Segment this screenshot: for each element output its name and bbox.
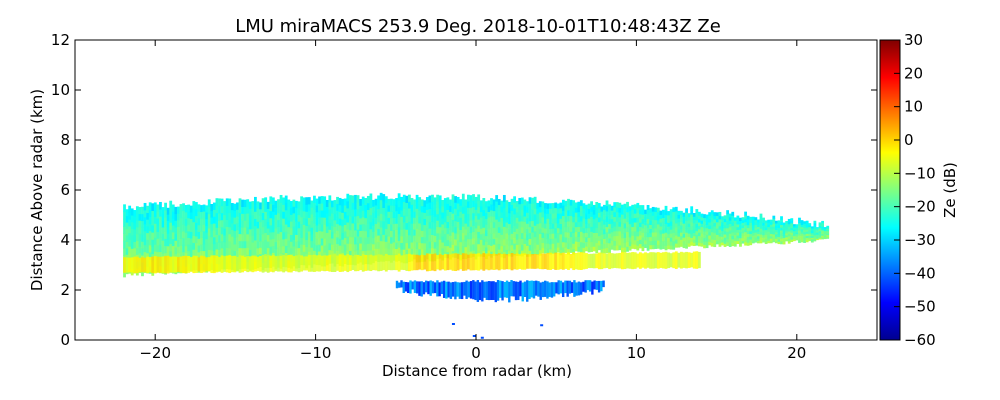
x-tick-label: 10 (627, 344, 646, 362)
radar-echo-field (123, 192, 830, 339)
y-tick-label: 4 (60, 231, 70, 249)
echo-lower-fringe (395, 280, 605, 303)
colorbar-tick-label: 0 (904, 131, 914, 149)
colorbar-tick-label: −40 (904, 264, 936, 282)
y-tick-label: 2 (60, 281, 70, 299)
echo-speck (480, 336, 484, 339)
colorbar-tick-label: −20 (904, 198, 936, 216)
y-axis: 0 2 4 6 8 10 12 (51, 31, 877, 349)
colorbar-tick-label: −30 (904, 231, 936, 249)
colorbar-tick-label: −60 (904, 331, 936, 349)
x-tick-label: 0 (471, 344, 481, 362)
x-tick-label: 20 (787, 344, 806, 362)
y-tick-label: 12 (51, 31, 70, 49)
echo-bright-core (123, 251, 701, 274)
colorbar-label: Ze (dB) (941, 162, 959, 218)
y-tick-label: 8 (60, 131, 70, 149)
echo-speck (451, 323, 455, 325)
x-tick-label: −20 (139, 344, 171, 362)
x-tick-label: −10 (300, 344, 332, 362)
colorbar-tick-label: 20 (904, 64, 923, 82)
x-axis-label: Distance from radar (km) (382, 362, 572, 380)
y-tick-label: 10 (51, 81, 70, 99)
y-axis-label: Distance Above radar (km) (28, 89, 46, 291)
colorbar-tick-label: 10 (904, 98, 923, 116)
echo-speck (472, 335, 476, 337)
colorbar-tick-label: −50 (904, 298, 936, 316)
y-tick-label: 6 (60, 181, 70, 199)
colorbar-tick-label: −10 (904, 164, 936, 182)
x-axis: −20 −10 0 10 20 (139, 40, 806, 362)
echo-speck (540, 324, 544, 327)
y-tick-label: 0 (60, 331, 70, 349)
colorbar-tick-label: 30 (904, 31, 923, 49)
chart-title: LMU miraMACS 253.9 Deg. 2018-10-01T10:48… (235, 16, 721, 37)
colorbar (879, 39, 901, 341)
colorbar-axis: 30 20 10 0 −10 −20 −30 −40 −50 −60 (894, 31, 936, 349)
